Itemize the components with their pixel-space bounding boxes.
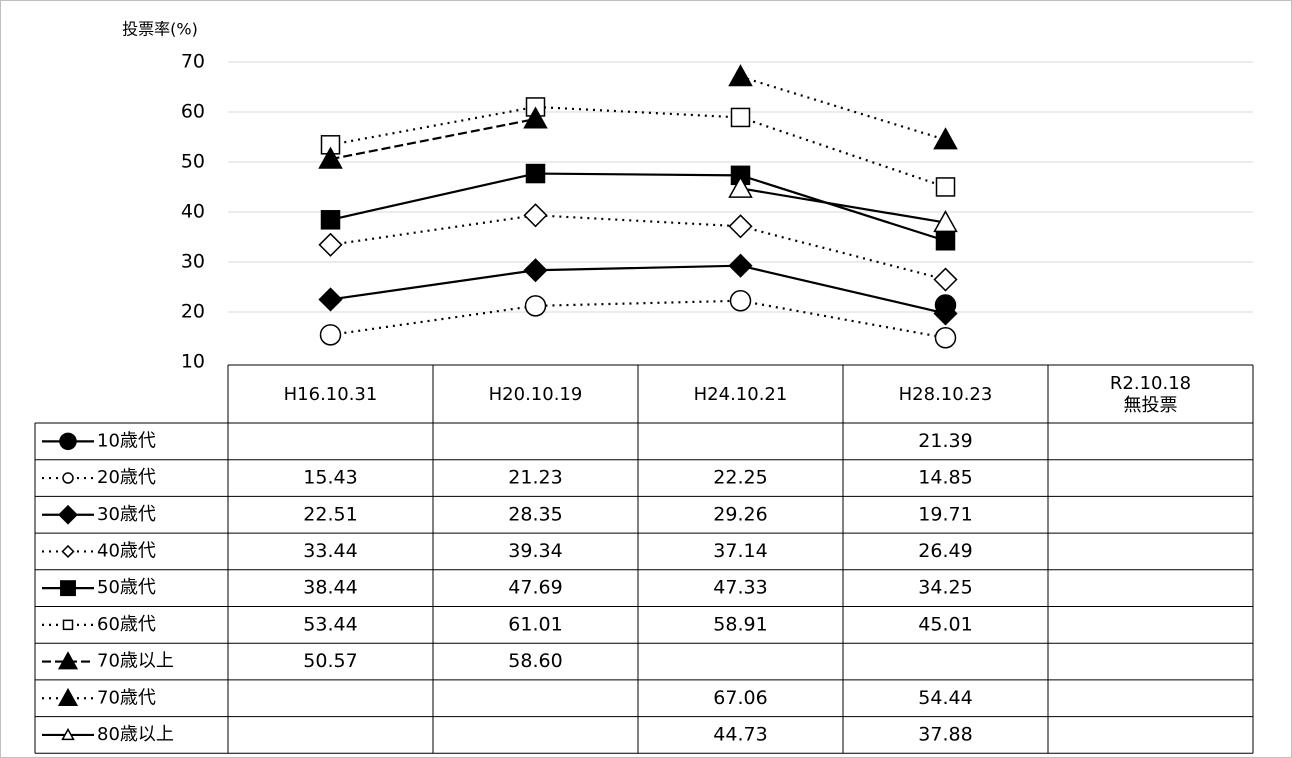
legend-label: 40歳代	[97, 540, 156, 561]
legend-swatch	[62, 472, 74, 484]
table-value: 19.71	[918, 503, 972, 525]
legend-label: 70歳代	[97, 687, 156, 708]
marker	[935, 177, 956, 197]
category-cell: H16.10.31	[283, 384, 378, 405]
table-value: 37.88	[918, 723, 972, 745]
table-value: 29.26	[713, 503, 767, 525]
x-tick-label: H16.10.31	[283, 384, 378, 405]
table-value: 26.49	[918, 540, 972, 562]
table-value: 54.44	[918, 687, 972, 709]
marker	[728, 175, 753, 198]
legend-swatch	[61, 544, 75, 559]
marker	[933, 210, 958, 233]
marker	[525, 163, 546, 184]
legend-swatch	[58, 504, 78, 525]
table-value: 44.73	[713, 723, 767, 745]
marker	[318, 146, 343, 169]
marker	[935, 231, 956, 251]
table-value: 39.34	[508, 540, 562, 562]
y-tick-label: 10	[181, 351, 205, 373]
legend-swatch	[57, 651, 79, 670]
y-tick-label: 60	[181, 101, 205, 123]
marker	[730, 107, 751, 128]
x-tick-label: H24.10.21	[693, 384, 788, 405]
table-value: 21.39	[918, 430, 972, 452]
table-value: 21.23	[508, 467, 562, 489]
table-value: 22.51	[303, 503, 357, 525]
y-axis-label: 投票率(%)	[122, 20, 198, 39]
legend-label: 50歳代	[97, 577, 156, 598]
marker	[728, 64, 753, 87]
category-cell: R2.10.18 無投票	[1109, 373, 1192, 416]
table-value: 45.01	[918, 613, 972, 635]
legend-swatch	[61, 727, 75, 741]
x-tick-label: H20.10.19	[488, 384, 583, 405]
category-cell: H20.10.19	[488, 384, 583, 405]
table-value: 53.44	[303, 613, 357, 635]
table-value: 28.35	[508, 503, 562, 525]
marker	[934, 327, 957, 349]
table-value: 15.43	[303, 467, 357, 489]
marker	[728, 253, 753, 278]
series-line	[330, 214, 946, 281]
legend-label: 10歳代	[97, 430, 156, 451]
y-tick-label: 70	[181, 51, 205, 73]
table-value: 67.06	[713, 687, 767, 709]
y-tick-label: 20	[181, 301, 205, 323]
x-tick-label: R2.10.18 無投票	[1109, 373, 1192, 416]
legend-swatch	[59, 432, 77, 451]
legend-label: 80歳以上	[97, 724, 174, 745]
marker	[933, 127, 958, 150]
marker	[933, 267, 958, 292]
marker	[318, 232, 343, 257]
series-line	[740, 75, 946, 141]
table-value: 47.33	[713, 577, 767, 599]
table-value: 33.44	[303, 540, 357, 562]
series-line	[330, 299, 946, 339]
marker	[318, 287, 343, 312]
marker	[319, 324, 342, 346]
legend-swatch	[60, 580, 76, 597]
category-cell: H28.10.23	[898, 384, 993, 405]
table-value: 58.60	[508, 650, 562, 672]
marker	[728, 214, 753, 239]
legend-swatch	[57, 687, 79, 707]
y-tick-label: 50	[181, 151, 205, 173]
legend-swatch	[62, 619, 74, 631]
table-value: 61.01	[508, 613, 562, 635]
series-line	[330, 117, 536, 161]
table-value: 47.69	[508, 577, 562, 599]
table-value: 14.85	[918, 467, 972, 489]
table-value: 34.25	[918, 577, 972, 599]
marker	[523, 106, 548, 129]
table-value: 38.44	[303, 577, 357, 599]
legend-label: 70歳以上	[97, 651, 174, 672]
x-tick-label: H28.10.23	[898, 384, 993, 405]
series-line	[330, 264, 946, 315]
table-value: 50.57	[303, 650, 357, 672]
table-value: 58.91	[713, 613, 767, 635]
marker	[729, 290, 752, 312]
y-tick-label: 30	[181, 251, 205, 273]
category-cell: H24.10.21	[693, 384, 788, 405]
legend-label: 30歳代	[97, 504, 156, 525]
legend-label: 20歳代	[97, 467, 156, 488]
y-tick-label: 40	[181, 201, 205, 223]
series-line	[330, 172, 946, 242]
legend-label: 60歳代	[97, 614, 156, 635]
marker	[523, 203, 548, 228]
marker	[320, 210, 341, 230]
marker	[933, 301, 958, 326]
series-line	[740, 187, 946, 224]
marker	[524, 295, 547, 317]
marker	[523, 258, 548, 283]
table-value: 22.25	[713, 467, 767, 489]
table-value: 37.14	[713, 540, 767, 562]
